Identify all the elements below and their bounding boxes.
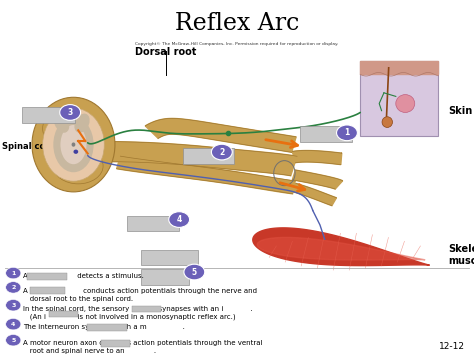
Text: Copyright© The McGraw-Hill Companies, Inc. Permission required for reproduction : Copyright© The McGraw-Hill Companies, In… <box>135 42 339 46</box>
Text: 3: 3 <box>67 108 73 117</box>
Text: Skin: Skin <box>448 106 472 116</box>
FancyBboxPatch shape <box>101 340 130 347</box>
Polygon shape <box>117 156 295 194</box>
Circle shape <box>6 335 21 346</box>
FancyBboxPatch shape <box>87 324 127 331</box>
Text: The interneuron synapses with a m                .: The interneuron synapses with a m . <box>23 324 185 330</box>
Text: Skeletal
muscle: Skeletal muscle <box>448 245 474 266</box>
FancyBboxPatch shape <box>300 126 352 142</box>
Ellipse shape <box>61 125 86 164</box>
Circle shape <box>6 300 21 311</box>
FancyBboxPatch shape <box>132 306 161 312</box>
Ellipse shape <box>43 107 90 150</box>
FancyBboxPatch shape <box>49 311 78 317</box>
Text: Dorsal root: Dorsal root <box>135 47 197 57</box>
Ellipse shape <box>73 150 78 154</box>
Ellipse shape <box>54 148 103 184</box>
Text: 1: 1 <box>11 271 16 276</box>
Text: Spinal cord: Spinal cord <box>2 142 56 151</box>
Polygon shape <box>292 183 337 206</box>
Text: 12-12: 12-12 <box>438 342 465 351</box>
Circle shape <box>337 125 357 141</box>
Circle shape <box>184 264 205 280</box>
Text: In the spinal cord, the sensory neuron synapses with an i            .
   (An i : In the spinal cord, the sensory neuron s… <box>23 306 252 320</box>
FancyBboxPatch shape <box>183 148 234 164</box>
Text: 5: 5 <box>192 267 197 277</box>
FancyBboxPatch shape <box>27 273 67 280</box>
Circle shape <box>169 212 190 227</box>
Ellipse shape <box>54 114 69 133</box>
Circle shape <box>6 282 21 293</box>
Polygon shape <box>145 119 296 152</box>
Polygon shape <box>292 151 342 165</box>
Ellipse shape <box>32 97 115 192</box>
Text: 3: 3 <box>11 303 16 308</box>
Text: Reflex Arc: Reflex Arc <box>175 12 299 35</box>
FancyBboxPatch shape <box>30 287 65 294</box>
Text: 2: 2 <box>219 147 225 157</box>
Ellipse shape <box>382 117 392 127</box>
Polygon shape <box>253 228 429 266</box>
FancyBboxPatch shape <box>22 107 75 123</box>
Polygon shape <box>88 142 297 176</box>
FancyBboxPatch shape <box>141 250 198 265</box>
FancyBboxPatch shape <box>141 269 189 285</box>
Text: 5: 5 <box>11 338 16 343</box>
Text: 2: 2 <box>11 285 16 290</box>
Circle shape <box>6 267 21 279</box>
FancyBboxPatch shape <box>360 61 438 136</box>
Circle shape <box>60 105 81 120</box>
Polygon shape <box>360 61 438 74</box>
Circle shape <box>211 144 232 160</box>
Text: A s                      conducts action potentials through the nerve and
   dor: A s conducts action potentials through t… <box>23 288 257 302</box>
Text: 1: 1 <box>344 128 350 137</box>
Ellipse shape <box>396 95 415 112</box>
Circle shape <box>6 318 21 330</box>
Polygon shape <box>257 237 425 260</box>
Polygon shape <box>292 170 343 189</box>
Text: A                      detects a stimulus.: A detects a stimulus. <box>23 273 144 280</box>
Ellipse shape <box>74 114 90 133</box>
Ellipse shape <box>53 117 94 172</box>
Text: 4: 4 <box>176 215 182 224</box>
Ellipse shape <box>43 108 104 181</box>
Ellipse shape <box>72 142 75 147</box>
FancyBboxPatch shape <box>127 216 179 231</box>
Text: 4: 4 <box>11 322 16 327</box>
Text: A motor neuron axon conducts action potentials through the ventral
   root and s: A motor neuron axon conducts action pote… <box>23 340 262 354</box>
